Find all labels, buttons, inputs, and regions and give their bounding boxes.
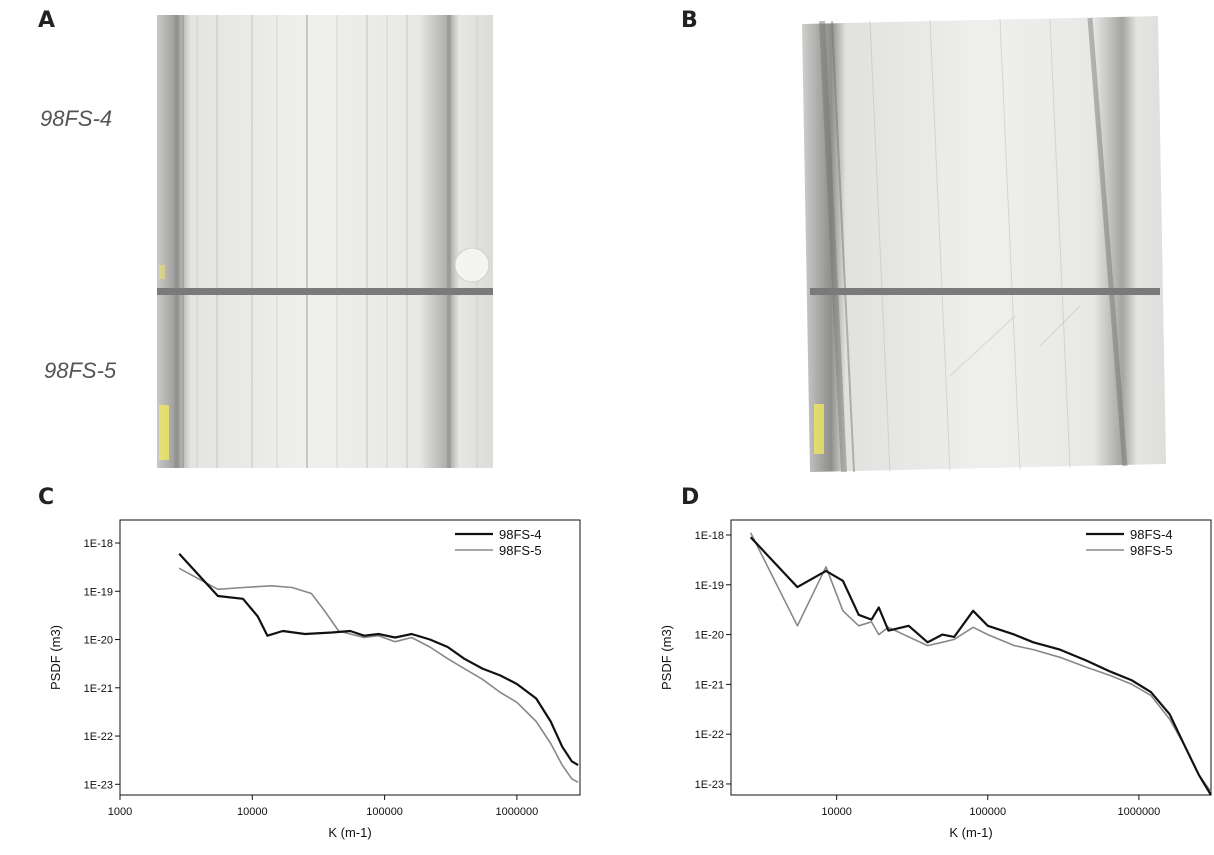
- panel-label-a: A: [38, 8, 56, 33]
- y-tick-label: 1E-22: [84, 731, 113, 743]
- y-tick-label: 1E-19: [695, 580, 724, 592]
- y-tick-label: 1E-22: [695, 729, 724, 741]
- y-axis-label: PSDF (m3): [659, 625, 674, 690]
- x-tick-label: 10000: [821, 806, 852, 818]
- y-tick-label: 1E-21: [84, 683, 113, 695]
- legend-label: 98FS-4: [499, 527, 542, 542]
- y-tick-label: 1E-23: [84, 779, 113, 791]
- x-tick-label: 1000000: [495, 806, 538, 818]
- micrograph-b: [800, 16, 1168, 476]
- sample-label-98fs-5: 98FS-5: [44, 358, 117, 383]
- x-axis-label: K (m-1): [328, 825, 371, 840]
- x-tick-label: 10000: [237, 806, 268, 818]
- series-line-98fs-5: [749, 532, 1212, 793]
- series-line-98fs-5: [178, 567, 579, 783]
- y-tick-label: 1E-18: [84, 538, 113, 550]
- micrograph-a-image: [157, 15, 493, 468]
- y-tick-label: 1E-19: [84, 586, 113, 598]
- y-tick-label: 1E-23: [695, 779, 724, 791]
- chart-d: 1E-18 1E-19 1E-20 1E-21 1E-22 1E-23 10000 10000…: [636, 510, 1214, 850]
- x-axis-label: K (m-1): [949, 825, 992, 840]
- chart-c-plot: 1E-18 1E-19 1E-20 1E-21 1E-22 1E-23 1000 10000 1…: [48, 519, 581, 840]
- sample-label-98fs-4: 98FS-4: [40, 106, 113, 131]
- chart-d-plot: 1E-18 1E-19 1E-20 1E-21 1E-22 1E-23 10000 10000…: [659, 519, 1212, 840]
- y-tick-label: 1E-21: [695, 679, 724, 691]
- x-tick-label: 100000: [969, 806, 1006, 818]
- y-tick-label: 1E-20: [695, 630, 724, 642]
- panel-label-c: C: [38, 485, 55, 510]
- legend-label: 98FS-5: [1130, 543, 1173, 558]
- y-tick-label: 1E-18: [695, 530, 724, 542]
- x-tick-label: 1000000: [1117, 806, 1160, 818]
- micrograph-b-image: [802, 16, 1166, 473]
- panel-label-b: B: [681, 8, 698, 33]
- x-tick-label: 1000: [108, 806, 132, 818]
- legend-label: 98FS-5: [499, 543, 542, 558]
- plot-frame: [119, 519, 581, 796]
- panel-label-d: D: [681, 485, 700, 510]
- series-line-98fs-4: [178, 552, 579, 767]
- chart-c: 1E-18 1E-19 1E-20 1E-21 1E-22 1E-23 1000 10000 1…: [38, 510, 608, 850]
- legend-label: 98FS-4: [1130, 527, 1173, 542]
- plot-frame: [730, 519, 1212, 796]
- series-line-98fs-4: [749, 536, 1212, 796]
- x-tick-label: 100000: [366, 806, 403, 818]
- y-axis-label: PSDF (m3): [48, 625, 63, 690]
- y-tick-label: 1E-20: [84, 635, 113, 647]
- micrograph-a: [157, 15, 493, 468]
